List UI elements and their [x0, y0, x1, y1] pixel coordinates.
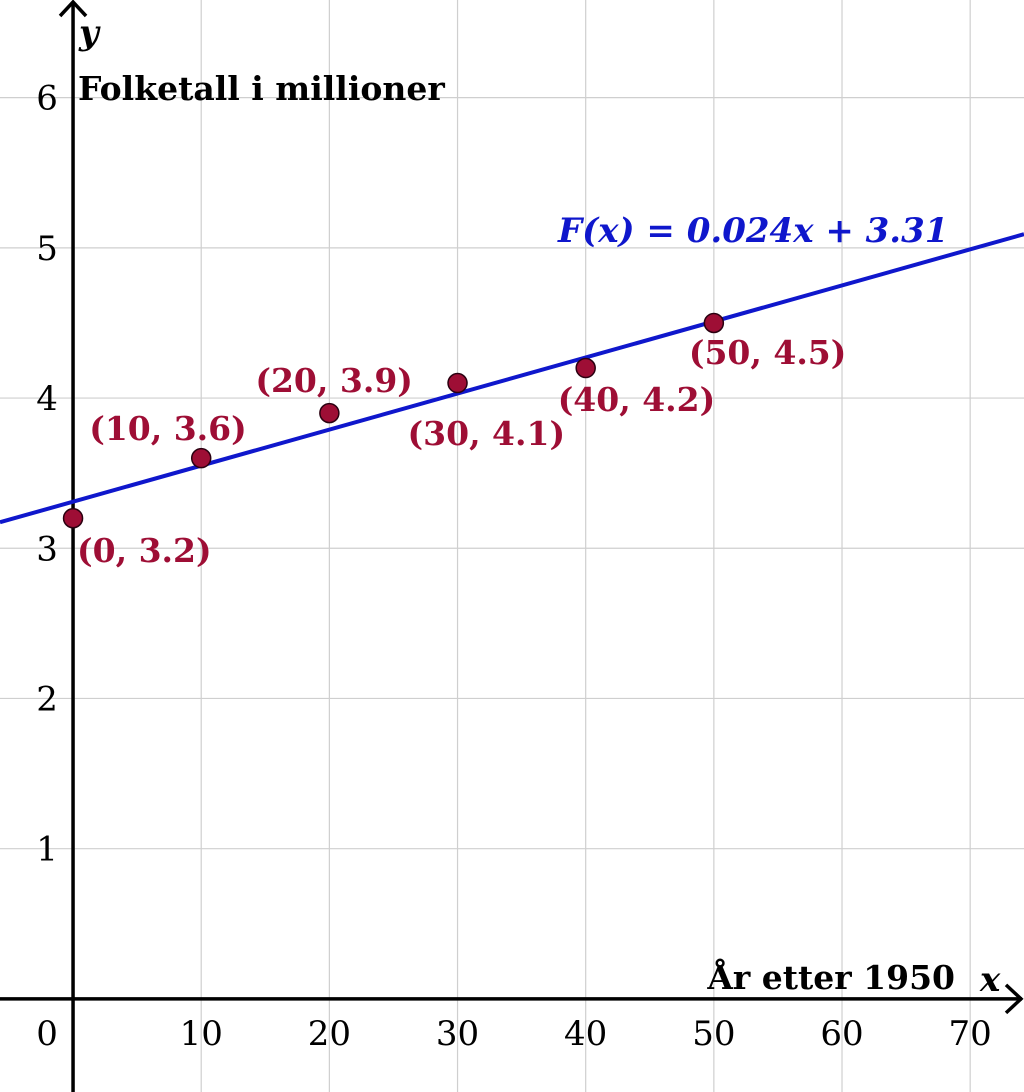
data-point-label: (10, 3.6) [89, 409, 247, 448]
y-tick-label: 2 [36, 679, 58, 719]
labels: Folketall i millioner y År etter 1950 x F(x)… [77, 13, 1001, 1000]
data-point [319, 402, 340, 424]
regression-line-group [0, 232, 1024, 525]
data-point [703, 312, 725, 334]
y-tick-label: 1 [36, 830, 58, 870]
x-tick-label: 10 [180, 1014, 223, 1054]
regression-line [0, 232, 1024, 525]
data-point-label: (50, 4.5) [689, 333, 847, 372]
y-tick-label: 3 [36, 529, 58, 569]
x-tick-label: 20 [308, 1014, 351, 1054]
data-point-label: (20, 3.9) [255, 361, 413, 400]
data-point-label: (30, 4.1) [408, 414, 566, 453]
y-tick-label: 5 [36, 229, 58, 269]
x-axis-arrow [1004, 983, 1024, 1015]
x-axis-title: År etter 1950 [706, 957, 955, 997]
x-axis-variable: x [979, 960, 1001, 1000]
data-point [575, 357, 596, 379]
data-point-label: (0, 3.2) [77, 531, 212, 570]
y-axis-title: Folketall i millioner [78, 69, 445, 108]
x-tick-label: 0 [36, 1014, 58, 1054]
y-tick-label: 6 [36, 79, 58, 119]
data-point-label: (40, 4.2) [558, 380, 716, 419]
x-tick-label: 60 [820, 1014, 863, 1054]
x-tick-label: 30 [436, 1014, 479, 1054]
data-point [190, 447, 212, 469]
x-tick-label: 70 [949, 1014, 992, 1054]
data-point [447, 372, 468, 394]
y-tick-label: 4 [36, 379, 58, 419]
y-axis-variable: y [78, 13, 101, 53]
data-point [62, 507, 84, 529]
tick-labels: 0 10 20 30 40 50 60 70 1 2 3 4 5 6 [36, 79, 992, 1054]
regression-equation-label: F(x) = 0.024x + 3.31 [557, 211, 948, 251]
y-axis-arrow [58, 0, 88, 18]
x-tick-label: 50 [692, 1014, 735, 1054]
data-points [62, 312, 725, 529]
x-tick-label: 40 [564, 1014, 607, 1054]
